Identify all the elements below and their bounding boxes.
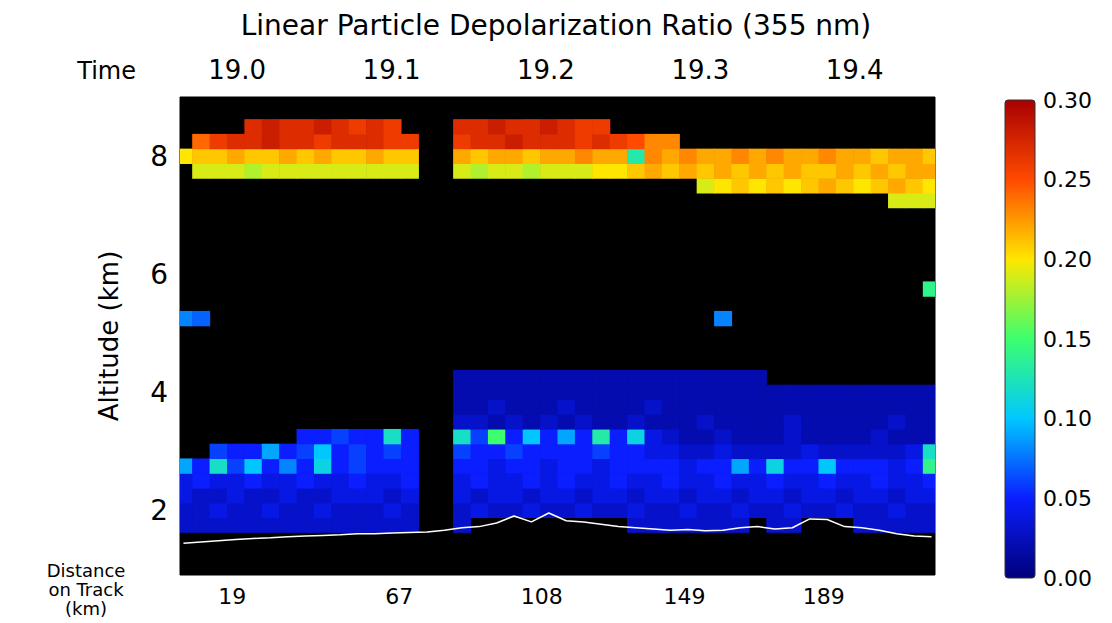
svg-text:Time: Time [76,57,136,85]
svg-text:149: 149 [663,584,705,609]
svg-text:19: 19 [218,584,246,609]
svg-text:0.20: 0.20 [1043,247,1092,272]
svg-text:on Track: on Track [48,579,124,600]
svg-text:19.2: 19.2 [517,55,575,85]
svg-text:0.00: 0.00 [1043,566,1092,591]
svg-text:19.0: 19.0 [208,55,266,85]
svg-text:4: 4 [150,376,168,409]
svg-text:189: 189 [803,584,845,609]
svg-text:0.15: 0.15 [1043,327,1092,352]
svg-text:19.3: 19.3 [671,55,729,85]
svg-text:0.25: 0.25 [1043,167,1092,192]
svg-text:Linear Particle Depolarization: Linear Particle Depolarization Ratio (35… [241,9,872,42]
svg-text:67: 67 [385,584,413,609]
svg-text:0.05: 0.05 [1043,486,1092,511]
svg-text:108: 108 [521,584,563,609]
svg-text:19.1: 19.1 [363,55,421,85]
svg-text:0.30: 0.30 [1043,88,1092,113]
svg-text:0.10: 0.10 [1043,406,1092,431]
svg-text:2: 2 [150,494,168,527]
svg-text:6: 6 [150,258,168,291]
svg-text:Distance: Distance [47,560,126,581]
svg-text:19.4: 19.4 [826,55,884,85]
svg-text:(km): (km) [65,598,107,619]
svg-text:8: 8 [150,140,168,173]
svg-text:Altitude (km): Altitude (km) [94,251,124,422]
